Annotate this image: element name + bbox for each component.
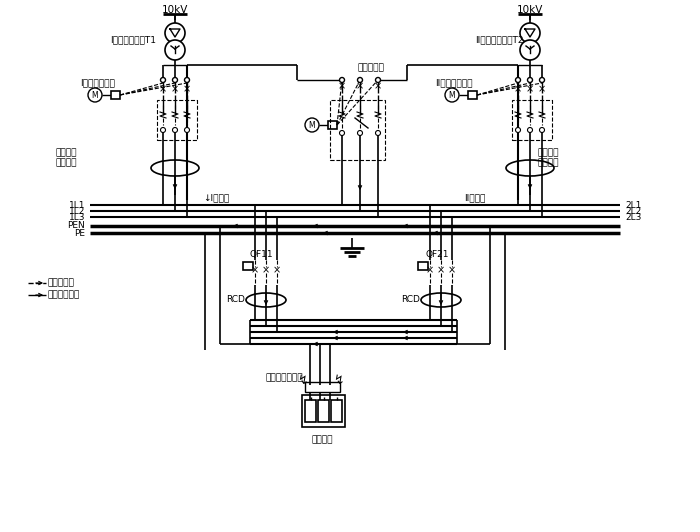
Circle shape bbox=[515, 78, 521, 82]
Text: PE: PE bbox=[74, 229, 85, 237]
Text: 2L2: 2L2 bbox=[625, 206, 641, 215]
Circle shape bbox=[375, 78, 381, 82]
Text: ↯: ↯ bbox=[297, 373, 307, 387]
Circle shape bbox=[375, 130, 381, 136]
Bar bbox=[318, 400, 329, 422]
Text: M: M bbox=[309, 121, 315, 129]
Circle shape bbox=[340, 130, 344, 136]
Text: 1L2: 1L2 bbox=[69, 206, 85, 215]
Text: ×: × bbox=[159, 84, 167, 94]
Text: QF21: QF21 bbox=[425, 251, 449, 260]
Circle shape bbox=[172, 128, 178, 132]
Text: M: M bbox=[92, 90, 98, 99]
Text: 母联断路器: 母联断路器 bbox=[357, 63, 384, 72]
Text: ×: × bbox=[374, 81, 382, 91]
Circle shape bbox=[445, 88, 459, 102]
Circle shape bbox=[520, 23, 540, 43]
Bar bbox=[468, 91, 477, 99]
Circle shape bbox=[165, 23, 185, 43]
Bar bbox=[243, 262, 253, 270]
Ellipse shape bbox=[246, 293, 286, 307]
Bar bbox=[305, 382, 340, 392]
Text: ×: × bbox=[171, 84, 179, 94]
Text: I段进线断路器: I段进线断路器 bbox=[80, 79, 115, 87]
Bar bbox=[331, 400, 342, 422]
Circle shape bbox=[185, 128, 190, 132]
Text: ×: × bbox=[437, 265, 445, 275]
Text: II段进线断路器: II段进线断路器 bbox=[435, 79, 472, 87]
Text: RCD: RCD bbox=[401, 295, 420, 304]
Text: 2L3: 2L3 bbox=[625, 212, 641, 221]
Circle shape bbox=[160, 128, 165, 132]
Text: 接地故障
电流检测: 接地故障 电流检测 bbox=[538, 148, 559, 168]
Text: M: M bbox=[449, 90, 455, 99]
Bar bbox=[305, 400, 316, 422]
Text: ×: × bbox=[273, 265, 281, 275]
Text: 接地故障电流: 接地故障电流 bbox=[48, 290, 80, 300]
Text: 10kV: 10kV bbox=[517, 5, 543, 15]
Circle shape bbox=[160, 78, 165, 82]
Text: ×: × bbox=[338, 81, 346, 91]
Bar bbox=[111, 91, 120, 99]
Text: ×: × bbox=[251, 265, 259, 275]
Text: 2L1: 2L1 bbox=[625, 201, 641, 210]
Text: 用电设备: 用电设备 bbox=[312, 436, 332, 445]
Circle shape bbox=[515, 128, 521, 132]
Circle shape bbox=[305, 118, 319, 132]
Circle shape bbox=[358, 78, 363, 82]
Text: RCD: RCD bbox=[226, 295, 245, 304]
Bar bbox=[330, 100, 385, 160]
Text: 接地故障
电流检测: 接地故障 电流检测 bbox=[55, 148, 76, 168]
Text: ×: × bbox=[448, 265, 456, 275]
Circle shape bbox=[528, 128, 533, 132]
Bar bbox=[302, 395, 345, 427]
Circle shape bbox=[172, 78, 178, 82]
Bar bbox=[512, 100, 552, 140]
Text: ×: × bbox=[538, 84, 546, 94]
Circle shape bbox=[340, 78, 344, 82]
Text: ×: × bbox=[426, 265, 434, 275]
Text: PEN: PEN bbox=[67, 221, 85, 230]
Ellipse shape bbox=[421, 293, 461, 307]
Circle shape bbox=[540, 78, 545, 82]
Ellipse shape bbox=[506, 160, 554, 176]
Ellipse shape bbox=[151, 160, 199, 176]
Text: ×: × bbox=[183, 84, 191, 94]
Text: II段电力变压器T2: II段电力变压器T2 bbox=[475, 36, 524, 45]
Circle shape bbox=[540, 128, 545, 132]
Text: I段电力变压器T1: I段电力变压器T1 bbox=[110, 36, 156, 45]
Text: 中性线电流: 中性线电流 bbox=[48, 278, 75, 287]
Text: ×: × bbox=[526, 84, 534, 94]
Text: 1L3: 1L3 bbox=[69, 212, 85, 221]
Text: ×: × bbox=[514, 84, 522, 94]
Circle shape bbox=[88, 88, 102, 102]
Bar bbox=[418, 262, 428, 270]
Circle shape bbox=[165, 40, 185, 60]
Circle shape bbox=[185, 78, 190, 82]
Text: ×: × bbox=[356, 81, 364, 91]
Text: ↯: ↯ bbox=[332, 373, 343, 387]
Text: 单相接地故障点: 单相接地故障点 bbox=[265, 373, 302, 383]
Circle shape bbox=[358, 130, 363, 136]
Text: II段母线: II段母线 bbox=[464, 194, 486, 203]
Text: 1L1: 1L1 bbox=[69, 201, 85, 210]
Circle shape bbox=[528, 78, 533, 82]
Bar bbox=[328, 121, 337, 129]
Circle shape bbox=[520, 40, 540, 60]
Text: ↓I段母线: ↓I段母线 bbox=[203, 194, 230, 203]
Text: 10kV: 10kV bbox=[162, 5, 188, 15]
Bar bbox=[157, 100, 197, 140]
Text: QF11: QF11 bbox=[250, 251, 274, 260]
Text: ×: × bbox=[262, 265, 270, 275]
